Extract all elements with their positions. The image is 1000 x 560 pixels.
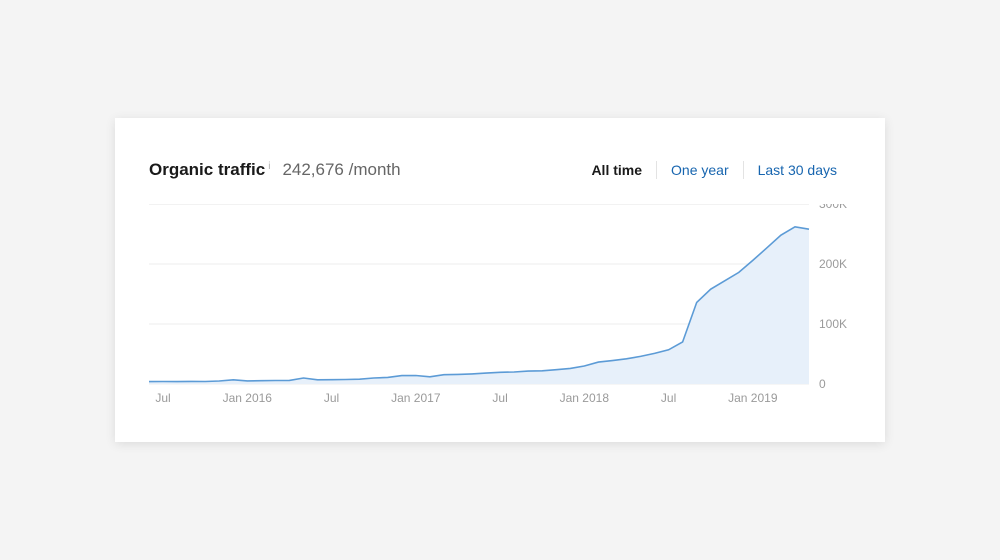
svg-text:100K: 100K xyxy=(819,317,847,331)
chart-area: 0 100K 200K 300K Jul Jan 2016 Jul Jan 2017 Jul Ja… xyxy=(149,204,851,422)
svg-text:0: 0 xyxy=(819,377,826,391)
svg-text:Jul: Jul xyxy=(661,391,676,405)
traffic-chart: 0 100K 200K 300K Jul Jan 2016 Jul Jan 2017 Jul Ja… xyxy=(149,204,851,410)
metric-title: Organic traffic xyxy=(149,160,265,180)
svg-text:Jan 2019: Jan 2019 xyxy=(728,391,778,405)
svg-text:300K: 300K xyxy=(819,204,847,211)
metric-value: 242,676 /month xyxy=(282,160,400,180)
svg-text:Jul: Jul xyxy=(155,391,170,405)
range-tabs: All timeOne yearLast 30 days xyxy=(577,161,851,179)
card-header: Organic traffic i 242,676 /month All tim… xyxy=(149,156,851,184)
info-icon[interactable]: i xyxy=(268,161,270,172)
svg-text:Jan 2016: Jan 2016 xyxy=(223,391,273,405)
range-tab-one-year[interactable]: One year xyxy=(657,162,743,178)
range-tab-last-30-days[interactable]: Last 30 days xyxy=(744,162,851,178)
svg-text:200K: 200K xyxy=(819,257,847,271)
svg-text:Jan 2018: Jan 2018 xyxy=(560,391,610,405)
svg-text:Jan 2017: Jan 2017 xyxy=(391,391,441,405)
chart-card: Organic traffic i 242,676 /month All tim… xyxy=(115,118,885,442)
svg-text:Jul: Jul xyxy=(492,391,507,405)
range-tab-all-time[interactable]: All time xyxy=(577,162,656,178)
svg-text:Jul: Jul xyxy=(324,391,339,405)
